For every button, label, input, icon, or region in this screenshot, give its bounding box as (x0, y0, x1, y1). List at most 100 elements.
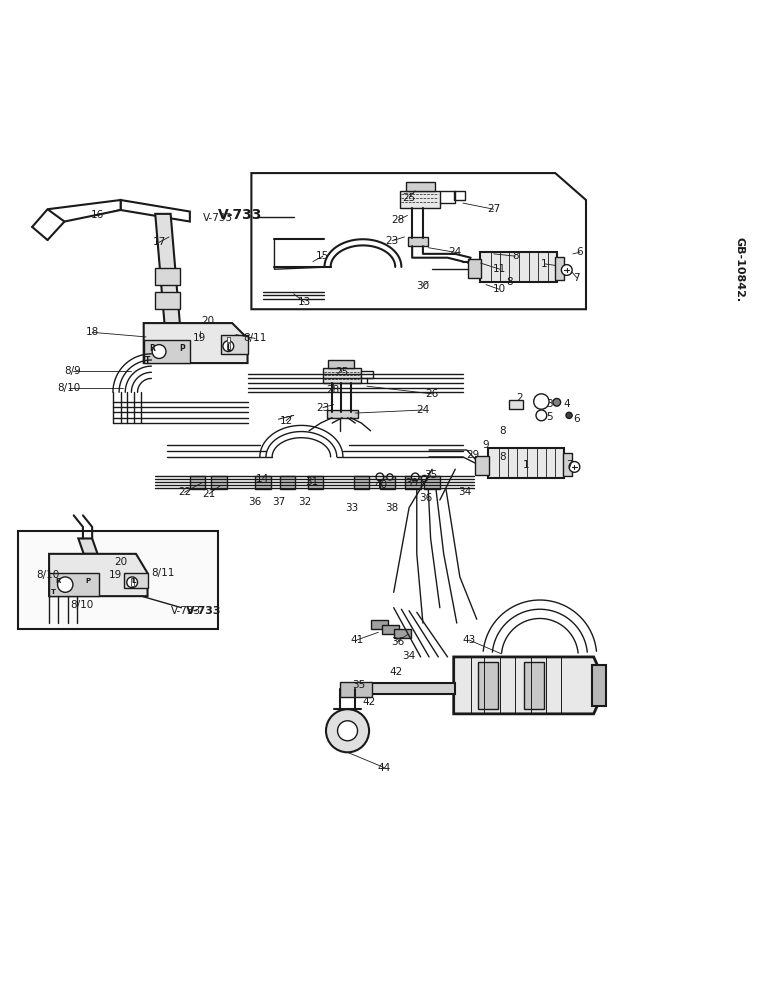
Text: V-733: V-733 (203, 213, 233, 223)
Text: 30: 30 (416, 281, 429, 291)
Text: 8: 8 (506, 277, 513, 287)
Text: 27: 27 (487, 204, 500, 214)
Bar (524, 662, 543, 709)
Text: 24: 24 (416, 405, 429, 415)
Bar (408, 237, 428, 246)
Bar (327, 360, 354, 368)
Bar (144, 340, 190, 363)
Text: 16: 16 (91, 210, 104, 220)
Polygon shape (509, 400, 523, 409)
Bar (227, 343, 230, 349)
Bar (256, 476, 271, 489)
Bar (382, 625, 399, 634)
Circle shape (58, 577, 73, 592)
Bar (468, 259, 482, 278)
Text: 42: 42 (362, 697, 376, 707)
Text: 34: 34 (402, 651, 415, 661)
Bar (212, 476, 227, 489)
Text: 14: 14 (256, 474, 269, 484)
Text: 40: 40 (374, 480, 388, 490)
Text: 36: 36 (249, 497, 262, 507)
Circle shape (533, 394, 549, 409)
Text: 5: 5 (546, 412, 553, 422)
Text: 10: 10 (493, 284, 506, 294)
Bar (155, 268, 180, 285)
Bar (19, 531, 218, 629)
Text: 21: 21 (202, 489, 215, 499)
Bar (190, 476, 205, 489)
Bar (124, 573, 147, 588)
Text: 28: 28 (391, 215, 405, 225)
Text: T: T (51, 589, 56, 595)
Text: 8: 8 (499, 426, 506, 436)
Circle shape (387, 474, 393, 480)
Bar (340, 682, 372, 697)
Text: 25: 25 (402, 193, 415, 203)
Text: V-733: V-733 (218, 208, 262, 222)
Circle shape (561, 265, 572, 275)
Text: P: P (179, 344, 185, 353)
Text: 33: 33 (345, 503, 358, 513)
Polygon shape (78, 538, 97, 554)
Text: 23: 23 (317, 403, 330, 413)
Text: P: P (85, 578, 90, 584)
Text: 17: 17 (152, 237, 166, 247)
Text: 6: 6 (577, 247, 583, 257)
Text: 6: 6 (574, 414, 580, 424)
Bar (405, 476, 421, 489)
Circle shape (553, 398, 560, 406)
Text: 38: 38 (385, 503, 399, 513)
Circle shape (326, 709, 369, 752)
Bar (592, 665, 606, 706)
Text: 12: 12 (279, 416, 293, 426)
Text: R: R (149, 344, 155, 353)
Bar (488, 448, 564, 478)
Text: 44: 44 (378, 763, 391, 773)
Polygon shape (49, 554, 147, 596)
Text: R: R (56, 578, 61, 584)
Text: V-733: V-733 (171, 606, 201, 616)
Circle shape (566, 412, 572, 418)
Bar (425, 476, 440, 489)
Bar (480, 252, 557, 282)
Polygon shape (48, 200, 120, 222)
Circle shape (337, 721, 357, 741)
Text: 26: 26 (425, 389, 438, 399)
Text: 19: 19 (109, 570, 122, 580)
Circle shape (376, 473, 384, 481)
Bar (354, 476, 369, 489)
Circle shape (411, 473, 419, 481)
Text: 8/10: 8/10 (36, 570, 59, 580)
Bar (371, 620, 388, 629)
Bar (49, 573, 99, 596)
Text: 20: 20 (201, 316, 214, 326)
Circle shape (569, 462, 580, 472)
Text: 8: 8 (512, 251, 519, 261)
Bar (400, 191, 440, 208)
Text: L: L (131, 578, 136, 584)
Text: V-733: V-733 (186, 606, 222, 616)
Text: 22: 22 (178, 487, 191, 497)
Text: 15: 15 (317, 251, 330, 261)
Bar (130, 578, 134, 586)
Text: 8/11: 8/11 (151, 568, 174, 578)
Text: 43: 43 (462, 635, 476, 645)
Text: 13: 13 (298, 297, 311, 307)
Bar (279, 476, 295, 489)
Bar (563, 453, 572, 476)
Text: 8/10: 8/10 (70, 600, 93, 610)
Text: 32: 32 (299, 497, 312, 507)
Bar (227, 337, 230, 342)
Text: T: T (145, 356, 151, 365)
Text: L: L (226, 344, 231, 353)
Text: 42: 42 (389, 667, 403, 677)
Text: 8: 8 (499, 452, 506, 462)
Text: 3: 3 (546, 399, 553, 409)
Text: 29: 29 (466, 450, 479, 460)
Bar (155, 292, 180, 309)
Text: 8/11: 8/11 (243, 333, 267, 343)
Polygon shape (120, 200, 190, 222)
Bar (361, 371, 373, 378)
Text: 37: 37 (272, 497, 285, 507)
Text: 36: 36 (419, 493, 432, 503)
